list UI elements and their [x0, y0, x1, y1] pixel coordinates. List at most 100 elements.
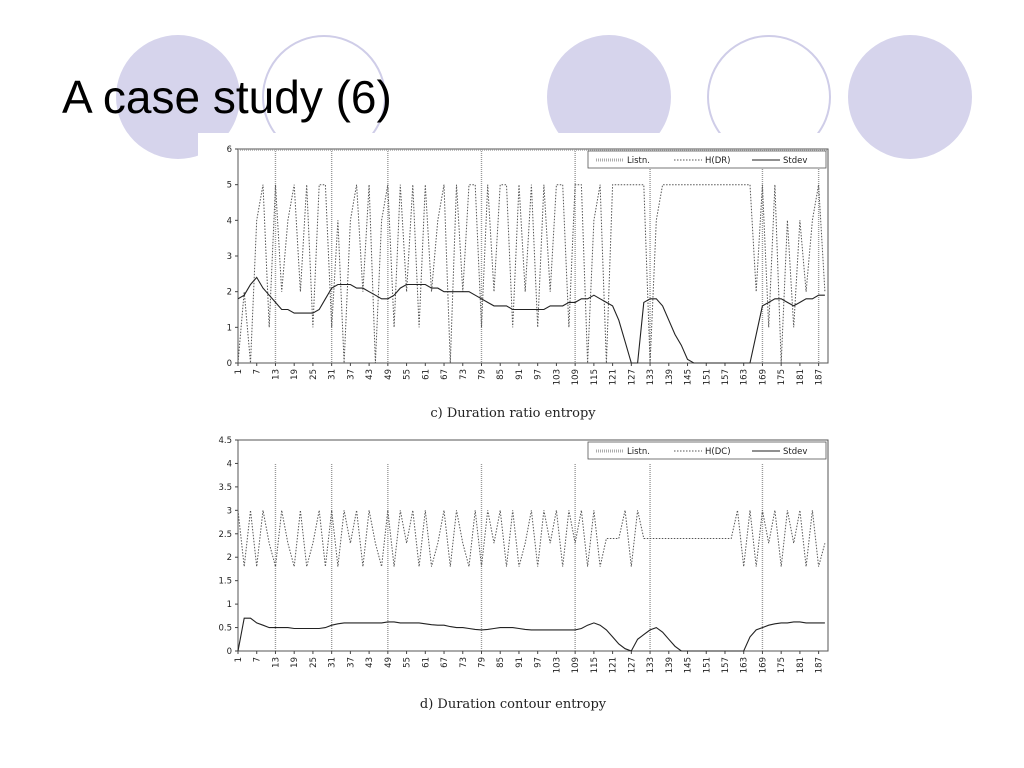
x-tick-label: 97 — [534, 369, 544, 380]
y-tick-label: 5 — [227, 181, 232, 191]
x-tick-label: 79 — [477, 657, 487, 668]
x-tick-label: 73 — [459, 369, 469, 380]
x-tick-label: 163 — [740, 657, 750, 673]
y-tick-label: 3 — [227, 506, 232, 516]
x-tick-label: 31 — [328, 369, 338, 380]
x-tick-label: 115 — [590, 657, 600, 673]
decorative-circle-5 — [848, 35, 972, 159]
x-tick-label: 121 — [609, 657, 619, 673]
x-tick-label: 133 — [646, 657, 656, 673]
legend-label: H(DC) — [705, 447, 731, 457]
y-tick-label: 0 — [227, 359, 232, 369]
x-tick-label: 1 — [234, 369, 244, 374]
x-tick-label: 49 — [384, 657, 394, 668]
x-tick-label: 103 — [552, 657, 562, 673]
x-tick-label: 61 — [421, 657, 431, 668]
x-tick-label: 175 — [777, 369, 787, 385]
legend-label: Listn. — [627, 447, 650, 457]
x-tick-label: 181 — [796, 657, 806, 673]
y-tick-label: 0 — [227, 647, 232, 657]
x-tick-label: 133 — [646, 369, 656, 385]
y-tick-label: 0.5 — [218, 624, 232, 634]
x-tick-label: 157 — [721, 657, 731, 673]
plot-frame — [237, 148, 829, 364]
y-tick-label: 1 — [227, 600, 232, 610]
y-tick-label: 2 — [227, 288, 232, 298]
x-tick-label: 67 — [440, 369, 450, 380]
stdev-line — [237, 617, 825, 652]
x-tick-label: 31 — [328, 657, 338, 668]
x-tick-label: 187 — [815, 369, 825, 385]
x-tick-label: 7 — [253, 657, 263, 662]
legend-box — [587, 441, 827, 460]
x-tick-label: 163 — [740, 369, 750, 385]
stdev-line — [237, 276, 825, 364]
x-tick-label: 139 — [665, 657, 675, 673]
x-tick-label: 181 — [796, 369, 806, 385]
y-tick-label: 4.5 — [218, 436, 232, 446]
legend: Listn. H(DR) Stdev — [587, 150, 827, 169]
legend: Listn. H(DC) Stdev — [587, 441, 827, 460]
legend-label: H(DR) — [705, 156, 730, 166]
x-tick-label: 55 — [403, 657, 413, 668]
x-tick-label: 49 — [384, 369, 394, 380]
chart-caption: d) Duration contour entropy — [420, 697, 607, 712]
x-tick-label: 169 — [758, 369, 768, 385]
x-tick-label: 151 — [702, 657, 712, 673]
x-tick-label: 187 — [815, 657, 825, 673]
x-tick-label: 109 — [571, 657, 581, 673]
x-tick-label: 1 — [234, 657, 244, 662]
x-tick-label: 73 — [459, 657, 469, 668]
x-tick-label: 127 — [627, 657, 637, 673]
x-tick-label: 67 — [440, 657, 450, 668]
x-tick-label: 37 — [346, 657, 356, 668]
x-tick-label: 19 — [290, 369, 300, 380]
chart-caption: c) Duration ratio entropy — [430, 406, 596, 421]
x-tick-label: 97 — [534, 657, 544, 668]
legend-label: Stdev — [783, 156, 807, 166]
y-tick-label: 6 — [227, 145, 232, 155]
entropy-line — [237, 510, 826, 567]
x-tick-label: 145 — [684, 657, 694, 673]
x-tick-label: 61 — [421, 369, 431, 380]
x-tick-label: 103 — [552, 369, 562, 385]
y-tick-label: 1 — [227, 323, 232, 333]
x-tick-label: 157 — [721, 369, 731, 385]
y-tick-label: 4 — [227, 216, 232, 226]
y-tick-label: 2 — [227, 553, 232, 563]
y-tick-label: 4 — [227, 459, 232, 469]
x-tick-label: 25 — [309, 369, 319, 380]
x-tick-label: 139 — [665, 369, 675, 385]
x-tick-label: 37 — [346, 369, 356, 380]
x-tick-label: 25 — [309, 657, 319, 668]
x-tick-label: 79 — [477, 369, 487, 380]
legend-box — [587, 150, 827, 169]
x-tick-label: 127 — [627, 369, 637, 385]
x-tick-label: 145 — [684, 369, 694, 385]
x-tick-label: 7 — [253, 369, 263, 374]
plot-frame — [237, 439, 829, 652]
y-tick-label: 1.5 — [218, 577, 232, 587]
x-tick-label: 19 — [290, 657, 300, 668]
x-tick-label: 121 — [609, 369, 619, 385]
chart-2: 0 0.5 1 1.5 2 2.5 3 3.5 4 4.5 1 7 13 19 25 31 37 43 49 55 61… — [218, 436, 829, 712]
x-tick-label: 169 — [758, 657, 768, 673]
slide-title: A case study (6) — [62, 71, 392, 123]
x-tick-label: 55 — [403, 369, 413, 380]
y-tick-label: 3.5 — [218, 483, 232, 493]
y-tick-label: 2.5 — [218, 530, 232, 540]
x-tick-label: 85 — [496, 657, 506, 668]
x-tick-label: 91 — [515, 657, 525, 668]
legend-label: Listn. — [627, 156, 650, 166]
entropy-line — [237, 184, 826, 364]
chart-figure: 0 1 2 3 4 5 6 1 7 13 19 25 31 37 43 49 55 61 67 73 79 85 91 97 1… — [198, 133, 838, 733]
x-tick-label: 91 — [515, 369, 525, 380]
legend-label: Stdev — [783, 447, 807, 457]
x-tick-label: 109 — [571, 369, 581, 385]
x-tick-label: 175 — [777, 657, 787, 673]
x-tick-label: 43 — [365, 369, 375, 380]
x-tick-label: 13 — [271, 657, 281, 668]
x-tick-label: 13 — [271, 369, 281, 380]
x-tick-label: 151 — [702, 369, 712, 385]
